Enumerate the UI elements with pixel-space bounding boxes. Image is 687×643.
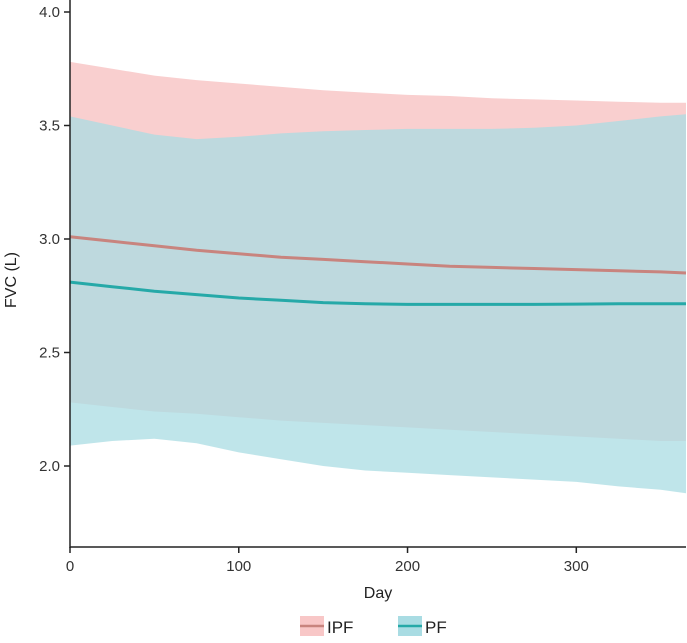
- legend: IPF PF: [300, 616, 447, 637]
- x-tick-label: 100: [226, 558, 251, 575]
- lines-layer: [69, 235, 687, 306]
- x-axis-title: Day: [364, 585, 392, 602]
- legend-label-pf: PF: [425, 618, 447, 637]
- y-tick-label: 2.5: [39, 345, 60, 362]
- y-tick-label: 2.0: [39, 458, 60, 475]
- x-tick-label: 200: [395, 558, 420, 575]
- bands-layer: [70, 61, 686, 494]
- y-ticks: 2.0 2.5 3.0 3.5 4.0: [39, 4, 70, 475]
- y-axis-title: FVC (L): [3, 252, 20, 308]
- legend-label-ipf: IPF: [327, 618, 353, 637]
- pf-line: [69, 280, 686, 306]
- y-tick-label: 3.0: [39, 231, 60, 248]
- ipf-line: [69, 235, 687, 275]
- y-tick-label: 4.0: [39, 4, 60, 21]
- x-tick-label: 0: [66, 558, 74, 575]
- x-ticks: 0 100 200 300: [66, 547, 589, 575]
- x-tick-label: 300: [564, 558, 589, 575]
- y-tick-label: 3.5: [39, 118, 60, 135]
